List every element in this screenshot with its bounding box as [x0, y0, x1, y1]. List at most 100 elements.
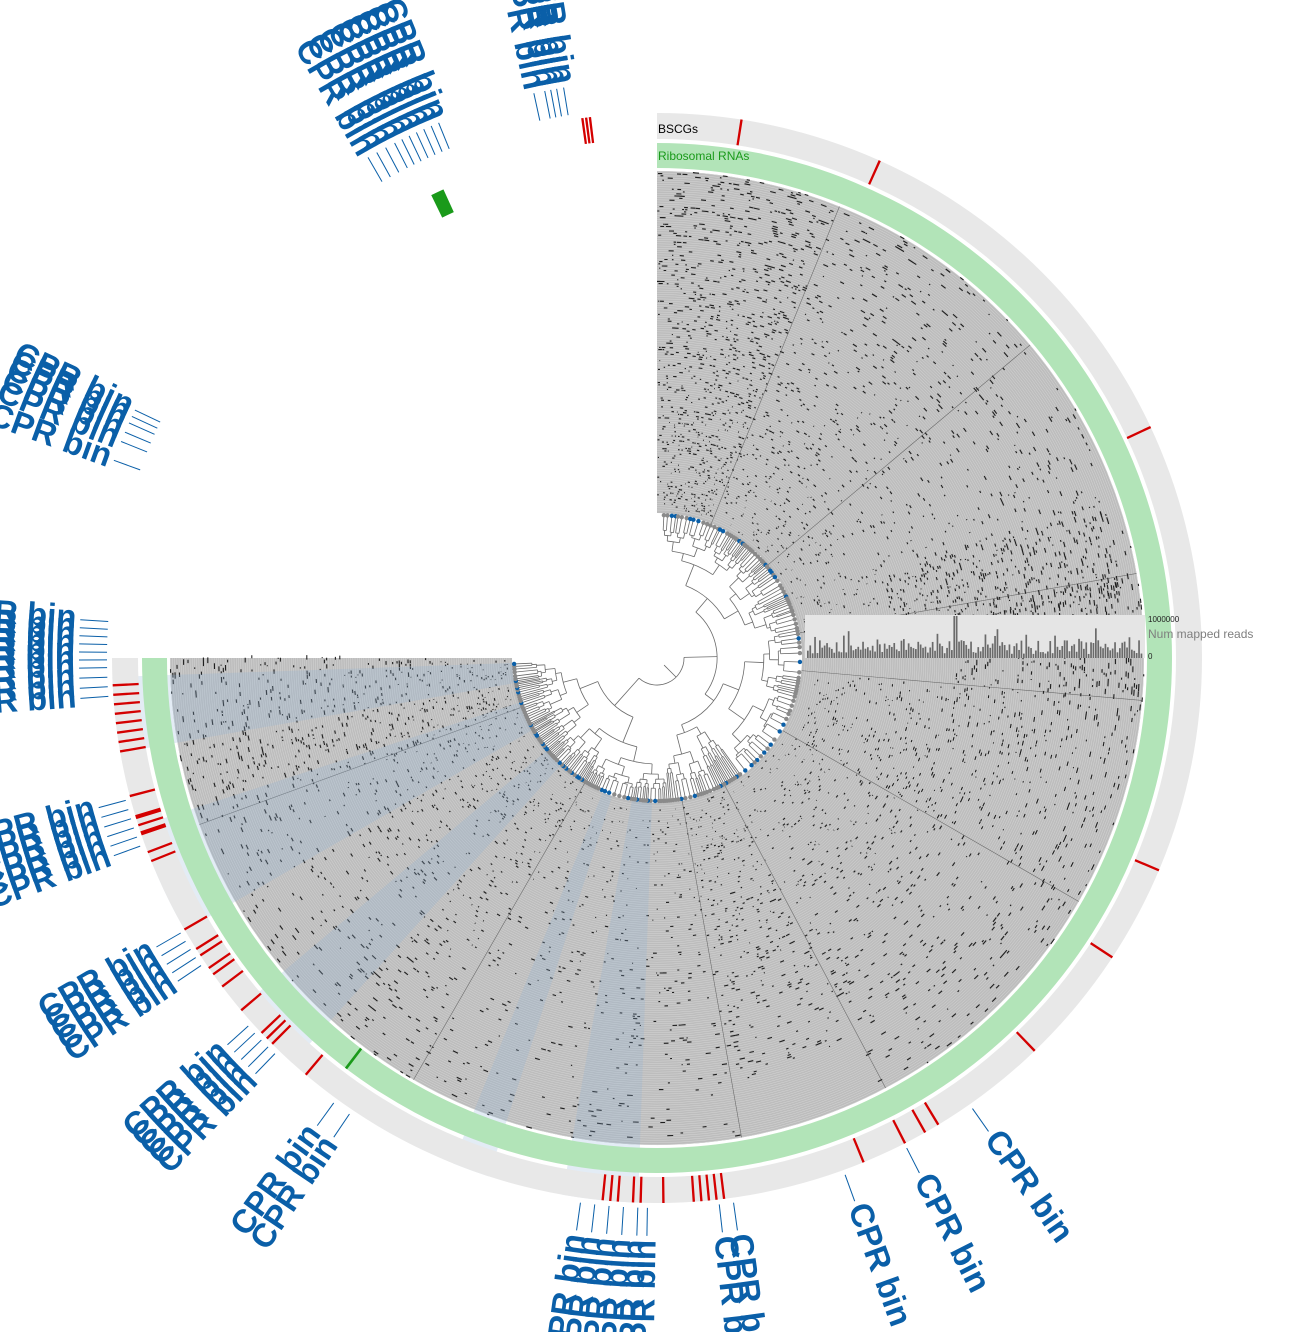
tree-branch	[559, 725, 562, 727]
cpr-bin-label: CPR bin	[907, 1167, 998, 1298]
reads-bar	[891, 647, 893, 658]
tree-leaf	[796, 632, 800, 636]
reads-bar	[865, 649, 867, 658]
tree-branch	[674, 756, 675, 763]
tree-branch	[722, 555, 726, 561]
reads-bar	[893, 643, 895, 658]
tree-leaf	[790, 704, 794, 708]
tree-branch	[783, 678, 799, 681]
tree-arc	[637, 782, 641, 783]
tree-branch	[544, 734, 559, 746]
tree-branch	[741, 754, 751, 765]
tree-branch	[560, 693, 567, 696]
reads-bar	[965, 645, 967, 658]
tree-leaf	[762, 750, 766, 754]
reads-bar	[817, 653, 819, 658]
cpr-bin-leader	[167, 949, 191, 964]
tree-branch	[784, 671, 800, 673]
tree-branch	[543, 701, 549, 703]
reads-bar	[980, 651, 982, 658]
reads-bar	[1119, 648, 1121, 658]
reads-bar	[905, 650, 907, 658]
tree-branch	[602, 769, 604, 774]
tree-branch	[735, 545, 745, 557]
tree-arc	[781, 680, 782, 683]
cpr-bin-leader	[121, 441, 147, 451]
tree-branch	[777, 619, 795, 624]
tree-branch	[690, 751, 694, 762]
tree-branch	[666, 515, 667, 530]
reads-bar	[843, 636, 845, 658]
tree-leaf	[612, 792, 616, 796]
reads-bar	[879, 644, 881, 658]
reads-bar	[934, 651, 936, 658]
tree-arc	[640, 779, 647, 780]
tree-branch	[710, 766, 720, 786]
reads-bar	[884, 644, 886, 658]
tree-branch	[768, 677, 776, 678]
tree-arc	[609, 775, 616, 778]
tree-branch	[732, 734, 740, 742]
tree-arc	[714, 556, 722, 561]
reads-bar	[1035, 651, 1037, 658]
tree-branch	[736, 758, 745, 770]
reads-bar	[1054, 636, 1056, 658]
cpr-bin-leader	[79, 636, 107, 637]
tree-leaf	[798, 651, 802, 655]
cpr-bin-leader	[534, 93, 540, 120]
tree-branch	[769, 699, 774, 701]
tree-arc	[589, 729, 601, 739]
tree-branch	[602, 759, 606, 767]
tree-leaf	[786, 712, 790, 716]
tree-branch	[556, 673, 562, 674]
tree-branch	[747, 749, 758, 760]
tree-branch	[677, 533, 678, 537]
tree-leaf	[670, 514, 674, 518]
reads-bar	[1066, 640, 1068, 658]
tree-leaf	[773, 575, 777, 579]
reads-bar	[1124, 642, 1126, 658]
reads-bar	[958, 642, 960, 658]
reads-bar	[881, 652, 883, 658]
tree-branch	[514, 663, 532, 664]
reads-bar	[937, 634, 939, 658]
tree-branch	[564, 740, 567, 743]
tree-arc	[547, 684, 548, 687]
reads-bar	[809, 645, 811, 658]
tree-branch	[539, 684, 547, 686]
tree-branch	[709, 743, 713, 749]
num-mapped-reads-layer	[805, 615, 1145, 658]
cpr-bin-leader	[162, 941, 186, 955]
tree-branch	[679, 517, 682, 533]
tree-arc	[772, 614, 773, 618]
tree-branch	[762, 680, 768, 681]
tree-leaf	[781, 723, 785, 727]
tree-branch	[516, 676, 539, 679]
tree-branch	[778, 696, 793, 701]
reads-bar	[1129, 637, 1131, 658]
tree-branch	[608, 775, 609, 778]
tree-branch	[698, 761, 702, 771]
tree-branch	[730, 594, 736, 599]
cpr-bin-leader	[317, 1103, 333, 1126]
reads-bar	[908, 643, 910, 658]
tree-branch	[776, 681, 781, 682]
cpr-bin-leader	[377, 152, 391, 176]
reads-bar	[944, 653, 946, 658]
dendrogram	[512, 513, 802, 803]
tree-arc	[561, 708, 563, 711]
tree-branch	[525, 707, 539, 713]
reads-bar	[1088, 654, 1090, 658]
cpr-bin-label: CPR bin	[623, 1240, 662, 1332]
tree-branch	[547, 684, 553, 685]
reads-bar	[1016, 643, 1018, 658]
tree-branch	[580, 763, 590, 779]
tree-branch	[778, 687, 796, 691]
reads-bar	[836, 642, 838, 658]
reads-bar	[951, 650, 953, 658]
tree-branch	[554, 727, 559, 730]
tree-branch	[544, 690, 551, 692]
reads-bar	[829, 647, 831, 658]
tree-branch	[701, 749, 704, 756]
reads-bar	[1018, 650, 1020, 658]
